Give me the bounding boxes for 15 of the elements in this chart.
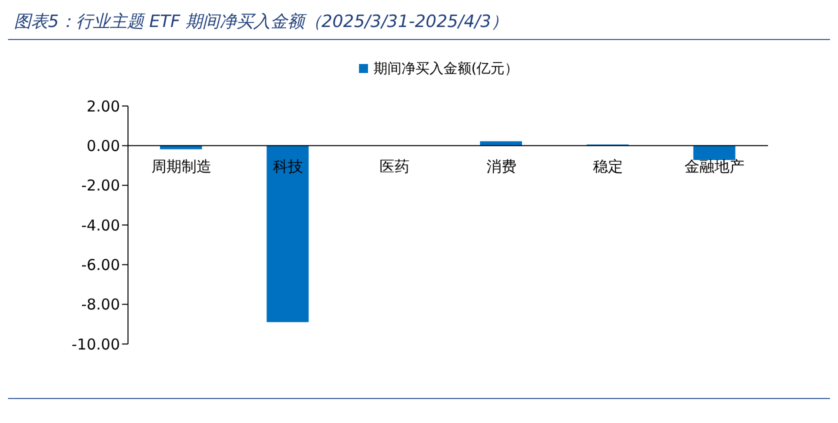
x-tick-label: 金融地产 [684, 158, 745, 176]
x-tick-label: 稳定 [593, 158, 623, 176]
x-tick-label: 医药 [380, 158, 410, 176]
chart-title: 图表5：行业主题 ETF 期间净买入金额（2025/3/31-2025/4/3） [8, 8, 830, 40]
legend-label: 期间净买入金额(亿元） [372, 60, 519, 78]
y-tick-label: 2.00 [86, 97, 120, 116]
x-tick-label: 周期制造 [151, 158, 212, 176]
y-tick-label: -8.00 [81, 296, 120, 314]
y-tick-label: -2.00 [81, 176, 120, 195]
y-tick-label: -6.00 [81, 256, 120, 274]
y-tick-label: 0.00 [86, 136, 120, 155]
x-tick-label: 科技 [273, 158, 303, 176]
y-tick-label: -4.00 [81, 216, 120, 234]
x-tick-label: 消费 [486, 158, 516, 176]
y-tick-label: -10.00 [72, 335, 120, 354]
